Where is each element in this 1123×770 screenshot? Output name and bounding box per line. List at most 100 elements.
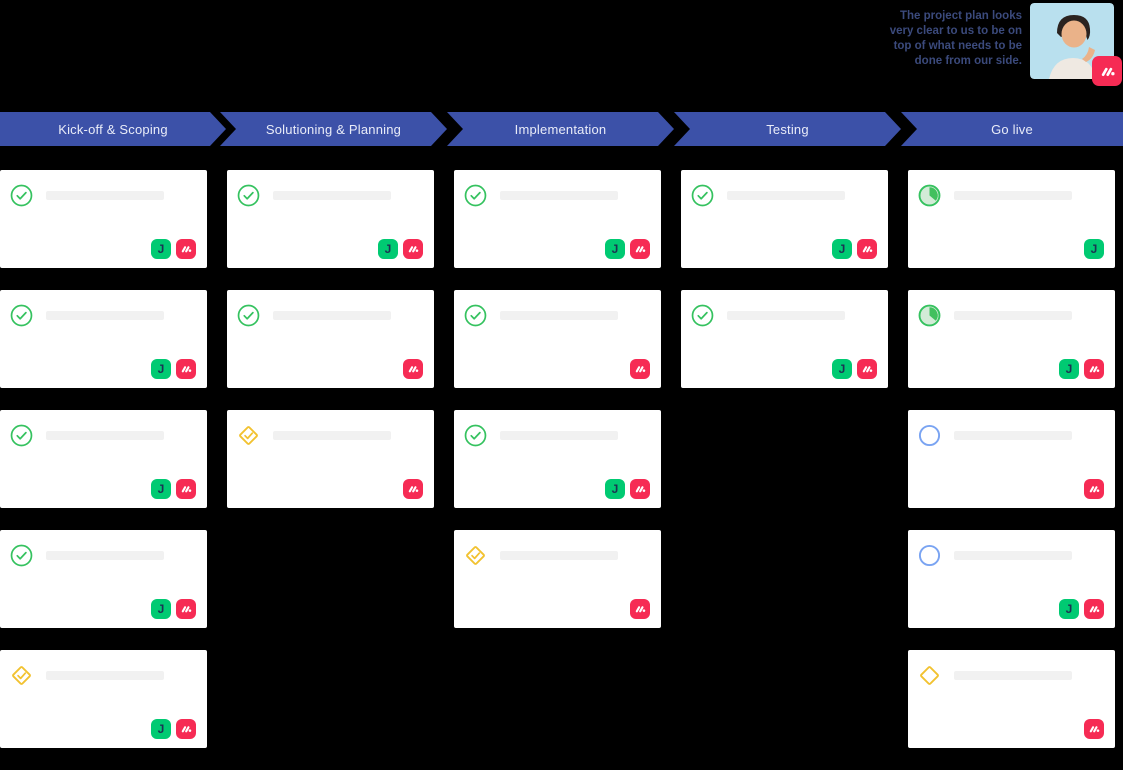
integration-badges: [1084, 479, 1104, 499]
monday-badge[interactable]: [403, 359, 423, 379]
app-j-badge[interactable]: J: [151, 719, 171, 739]
monday-badge[interactable]: [176, 239, 196, 259]
monday-badge[interactable]: [1084, 599, 1104, 619]
monday-icon: [181, 726, 192, 733]
check-circle-icon: [691, 184, 714, 207]
monday-icon: [635, 246, 646, 253]
check-circle-icon: [10, 424, 33, 447]
check-circle-icon: [10, 184, 33, 207]
app-j-badge[interactable]: J: [832, 359, 852, 379]
task-title-placeholder: [46, 551, 164, 560]
app-j-icon: J: [838, 362, 846, 376]
integration-badges: [630, 599, 650, 619]
task-title-placeholder: [954, 431, 1072, 440]
integration-badges: [1084, 719, 1104, 739]
task-card[interactable]: [908, 410, 1115, 508]
task-card[interactable]: J: [227, 170, 434, 268]
app-j-badge[interactable]: J: [151, 239, 171, 259]
app-j-badge[interactable]: J: [151, 599, 171, 619]
monday-icon: [181, 606, 192, 613]
task-title-placeholder: [727, 311, 845, 320]
app-j-badge[interactable]: J: [1059, 599, 1079, 619]
monday-icon: [1089, 606, 1100, 613]
phase-segment-go-live[interactable]: Go live: [901, 112, 1123, 146]
phase-segment-solutioning-planning[interactable]: Solutioning & Planning: [220, 112, 447, 146]
monday-badge[interactable]: [1084, 479, 1104, 499]
task-card[interactable]: [227, 290, 434, 388]
app-j-badge[interactable]: J: [1084, 239, 1104, 259]
monday-badge[interactable]: [403, 479, 423, 499]
monday-logo-badge: [1092, 56, 1122, 86]
task-card[interactable]: J: [0, 410, 207, 508]
monday-badge[interactable]: [630, 359, 650, 379]
task-card[interactable]: [227, 410, 434, 508]
task-card[interactable]: J: [0, 650, 207, 748]
task-title-placeholder: [500, 311, 618, 320]
phase-segment-implementation[interactable]: Implementation: [447, 112, 674, 146]
diamond-icon: [918, 664, 941, 687]
task-card[interactable]: J: [681, 170, 888, 268]
integration-badges: [630, 359, 650, 379]
monday-badge[interactable]: [630, 239, 650, 259]
task-title-placeholder: [954, 671, 1072, 680]
integration-badges: J: [151, 239, 196, 259]
task-title-placeholder: [46, 191, 164, 200]
app-j-badge[interactable]: J: [151, 359, 171, 379]
monday-badge[interactable]: [176, 599, 196, 619]
check-circle-icon: [10, 544, 33, 567]
monday-icon: [1089, 726, 1100, 733]
app-j-icon: J: [384, 242, 392, 256]
customer-photo: [1030, 3, 1114, 79]
app-j-badge[interactable]: J: [605, 479, 625, 499]
diamond-check-icon: [237, 424, 260, 447]
task-card[interactable]: J: [681, 290, 888, 388]
task-card[interactable]: J: [0, 530, 207, 628]
task-card[interactable]: J: [908, 170, 1115, 268]
app-j-badge[interactable]: J: [1059, 359, 1079, 379]
task-card[interactable]: [454, 530, 661, 628]
monday-badge[interactable]: [176, 479, 196, 499]
app-j-icon: J: [157, 242, 165, 256]
task-title-placeholder: [273, 431, 391, 440]
phase-segment-kick-off-scoping[interactable]: Kick-off & Scoping: [0, 112, 226, 146]
monday-badge[interactable]: [857, 239, 877, 259]
app-j-icon: J: [157, 722, 165, 736]
monday-badge[interactable]: [176, 719, 196, 739]
check-circle-icon: [691, 304, 714, 327]
task-card[interactable]: J: [454, 170, 661, 268]
app-j-icon: J: [1065, 362, 1073, 376]
check-circle-icon: [464, 424, 487, 447]
diamond-check-icon: [10, 664, 33, 687]
monday-badge[interactable]: [176, 359, 196, 379]
app-j-icon: J: [157, 602, 165, 616]
task-card[interactable]: J: [908, 290, 1115, 388]
task-title-placeholder: [954, 191, 1072, 200]
app-j-badge[interactable]: J: [605, 239, 625, 259]
monday-badge[interactable]: [630, 479, 650, 499]
integration-badges: [403, 479, 423, 499]
task-title-placeholder: [46, 671, 164, 680]
integration-badges: J: [1059, 599, 1104, 619]
monday-badge[interactable]: [857, 359, 877, 379]
app-j-badge[interactable]: J: [832, 239, 852, 259]
phase-label: Solutioning & Planning: [265, 121, 402, 137]
monday-badge[interactable]: [630, 599, 650, 619]
task-card[interactable]: J: [908, 530, 1115, 628]
app-j-badge[interactable]: J: [378, 239, 398, 259]
monday-badge[interactable]: [1084, 359, 1104, 379]
task-card[interactable]: [908, 650, 1115, 748]
task-card[interactable]: J: [0, 170, 207, 268]
app-j-badge[interactable]: J: [151, 479, 171, 499]
circle-outline-icon: [918, 544, 941, 567]
quote-line: done from our side.: [914, 55, 1022, 67]
task-card[interactable]: J: [0, 290, 207, 388]
monday-icon: [408, 486, 419, 493]
integration-badges: J: [151, 599, 196, 619]
monday-badge[interactable]: [1084, 719, 1104, 739]
task-card[interactable]: [454, 290, 661, 388]
phase-segment-testing[interactable]: Testing: [674, 112, 901, 146]
task-card[interactable]: J: [454, 410, 661, 508]
monday-icon: [1089, 486, 1100, 493]
monday-badge[interactable]: [403, 239, 423, 259]
